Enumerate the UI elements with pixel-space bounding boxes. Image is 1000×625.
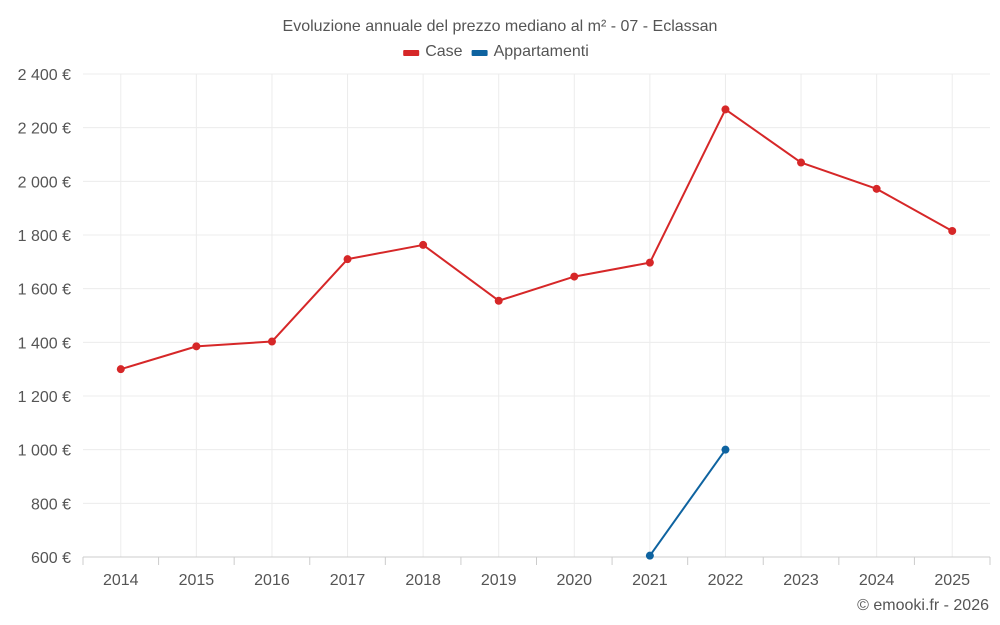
y-tick-label: 2 400 € — [18, 67, 71, 84]
series-case — [116, 105, 957, 374]
x-tick-label: 2025 — [934, 572, 970, 589]
data-point — [116, 365, 125, 374]
legend-label: Case — [425, 43, 462, 60]
x-tick-label: 2018 — [405, 572, 441, 589]
data-point — [419, 240, 428, 249]
legend-swatch — [471, 50, 488, 56]
x-tick-label: 2016 — [254, 572, 290, 589]
series-line — [120, 108, 953, 371]
legend-item-case: Case — [403, 43, 463, 60]
legend-swatch — [403, 50, 420, 56]
y-tick-label: 1 400 € — [18, 335, 71, 352]
series-appartamenti — [645, 445, 730, 560]
data-point — [570, 272, 579, 281]
chart-title: Evoluzione annuale del prezzo mediano al… — [283, 18, 718, 35]
x-tick-label: 2022 — [708, 572, 744, 589]
y-tick-label: 1 800 € — [18, 228, 71, 245]
data-point — [267, 337, 276, 346]
x-tick-label: 2015 — [179, 572, 215, 589]
data-point — [721, 105, 730, 114]
data-point — [494, 296, 503, 305]
series-line — [649, 449, 727, 557]
credit-text: © emooki.fr - 2026 — [857, 597, 989, 614]
y-tick-label: 2 000 € — [18, 174, 71, 191]
data-point — [872, 184, 881, 193]
y-tick-label: 1 200 € — [18, 389, 71, 406]
x-tick-label: 2020 — [556, 572, 592, 589]
data-point — [192, 342, 201, 351]
data-point — [721, 445, 730, 454]
y-tick-label: 2 200 € — [18, 121, 71, 138]
x-tick-label: 2017 — [330, 572, 366, 589]
legend-item-appartamenti: Appartamenti — [471, 43, 589, 60]
x-tick-label: 2023 — [783, 572, 819, 589]
x-axis: 2014 2015 2016 2017 2018 2019 2020 2021 2022 2023… — [82, 556, 991, 589]
y-tick-label: 800 € — [31, 496, 71, 513]
data-point — [343, 255, 352, 264]
x-tick-label: 2014 — [103, 572, 139, 589]
y-tick-label: 1 000 € — [18, 443, 71, 460]
legend: Case Appartamenti — [403, 43, 589, 60]
data-point — [797, 158, 806, 167]
y-tick-label: 1 600 € — [18, 282, 71, 299]
data-point — [645, 258, 654, 267]
y-tick-label: 600 € — [31, 550, 71, 567]
x-tick-label: 2021 — [632, 572, 668, 589]
y-axis: 600 € 800 € 1 000 € 1 200 € 1 400 € 1 600 € 1 … — [18, 67, 71, 567]
legend-label: Appartamenti — [494, 43, 589, 60]
data-point — [948, 226, 957, 235]
data-point — [645, 551, 654, 560]
grid — [83, 73, 990, 557]
series-layer — [116, 105, 957, 560]
x-tick-label: 2019 — [481, 572, 517, 589]
x-tick-label: 2024 — [859, 572, 895, 589]
